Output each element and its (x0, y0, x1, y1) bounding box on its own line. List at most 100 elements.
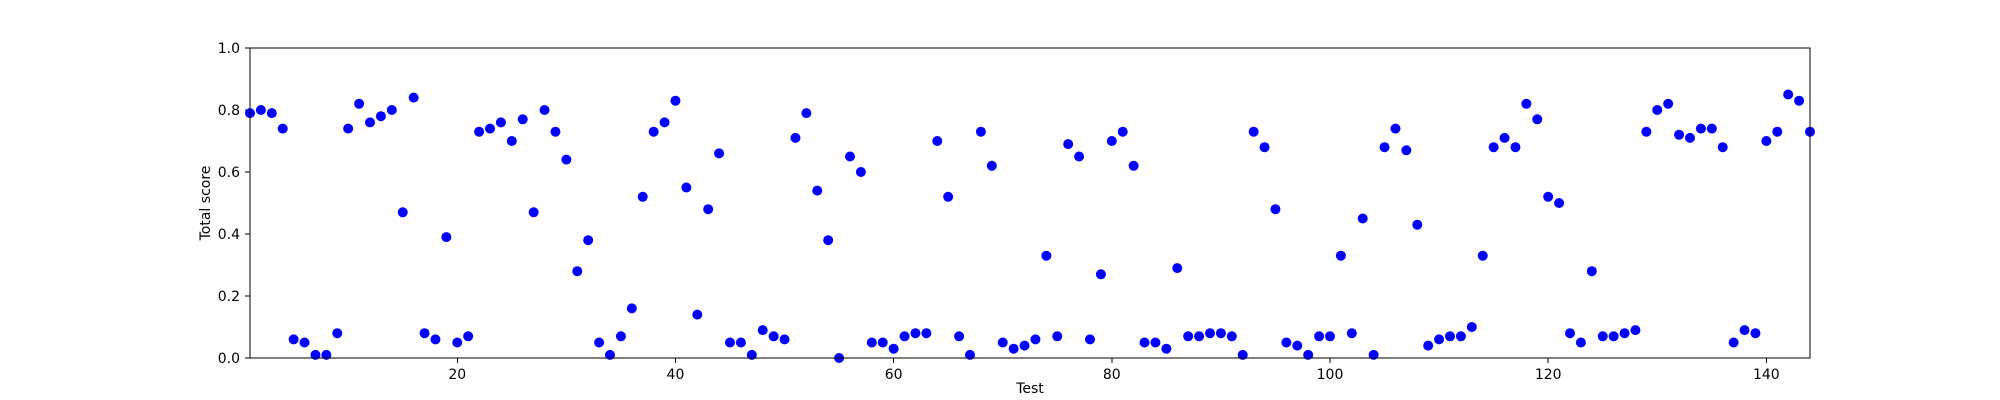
data-point (1510, 142, 1521, 153)
x-tick-label: 60 (885, 367, 903, 383)
y-axis-label: Total score (198, 166, 214, 242)
data-point (528, 207, 539, 218)
data-point (790, 132, 801, 143)
data-point (932, 136, 943, 146)
data-point (1226, 331, 1237, 342)
data-point (1139, 337, 1150, 348)
plot-frame (249, 47, 1811, 359)
x-tick-label: 40 (667, 367, 685, 383)
data-point (1030, 334, 1041, 345)
data-point (1292, 340, 1303, 351)
data-point (1215, 328, 1226, 339)
data-point (1161, 343, 1172, 354)
data-point (1663, 98, 1674, 109)
x-tick-label: 120 (1535, 367, 1562, 383)
data-point (692, 309, 703, 320)
data-point (288, 334, 299, 345)
data-point (255, 105, 266, 115)
data-point (801, 108, 812, 119)
data-point (637, 191, 648, 202)
data-point (1565, 328, 1575, 339)
y-tick-label: 0.0 (218, 351, 240, 367)
data-point (1237, 349, 1248, 360)
data-point (866, 337, 877, 348)
data-point (517, 114, 528, 125)
data-point (321, 349, 332, 360)
data-point (1499, 132, 1510, 143)
data-point (1183, 331, 1194, 342)
data-point (1641, 126, 1652, 137)
data-point (1521, 98, 1532, 109)
data-point (430, 334, 441, 345)
data-point (354, 98, 365, 109)
data-point (1608, 331, 1619, 342)
data-point (1750, 328, 1761, 339)
data-point (277, 123, 288, 134)
data-points (245, 89, 1815, 363)
data-point (1074, 151, 1085, 162)
data-point (1423, 340, 1434, 351)
data-point (539, 105, 550, 115)
data-point (1652, 105, 1663, 115)
data-point (1695, 123, 1706, 134)
data-point (1434, 334, 1445, 345)
data-point (1783, 89, 1794, 100)
data-point (1728, 337, 1739, 348)
data-point (572, 266, 583, 277)
data-point (594, 337, 605, 348)
data-point (1117, 126, 1128, 137)
data-point (1674, 129, 1685, 140)
data-point (495, 117, 506, 128)
data-point (648, 126, 659, 137)
data-point (757, 325, 768, 336)
data-point (703, 204, 714, 215)
data-point (1706, 123, 1717, 134)
y-tick-label: 0.4 (218, 227, 240, 243)
x-tick-label: 100 (1317, 367, 1344, 383)
data-point (954, 331, 965, 342)
x-axis-label: Test (1015, 381, 1044, 397)
data-point (1685, 132, 1695, 143)
data-point (746, 349, 757, 360)
data-point (441, 232, 452, 243)
data-point (725, 337, 735, 348)
x-tick-label: 140 (1753, 367, 1780, 383)
data-point (1194, 331, 1205, 342)
data-point (1085, 334, 1095, 345)
data-point (659, 117, 670, 128)
y-tick-label: 0.8 (218, 103, 240, 119)
y-tick-label: 0.2 (218, 289, 240, 305)
data-point (375, 111, 386, 122)
data-point (1739, 325, 1750, 336)
y-tick-label: 1.0 (218, 41, 240, 57)
data-point (583, 235, 594, 246)
data-point (332, 328, 343, 339)
data-point (550, 126, 561, 137)
data-point (1554, 198, 1565, 208)
data-point (1205, 328, 1215, 339)
data-point (975, 126, 986, 137)
data-point (1455, 331, 1466, 342)
data-point (452, 337, 463, 348)
data-point (266, 108, 277, 119)
data-point (1488, 142, 1499, 153)
data-point (1761, 136, 1772, 146)
data-point (1270, 204, 1281, 215)
data-point (626, 303, 637, 314)
data-point (1586, 266, 1597, 277)
data-point (1597, 331, 1608, 342)
data-point (463, 331, 474, 342)
data-point (419, 328, 430, 339)
x-tick-label: 80 (1103, 367, 1121, 383)
data-point (1772, 126, 1783, 137)
data-point (561, 154, 572, 165)
x-axis-ticks: 20 40 60 80 100 120 140 (448, 358, 1780, 383)
data-point (1303, 349, 1314, 360)
data-point (343, 123, 354, 134)
y-axis-ticks: 0.0 0.2 0.4 0.6 0.8 1.0 (218, 41, 250, 367)
y-tick-label: 0.6 (218, 165, 240, 181)
data-point (1314, 331, 1325, 342)
data-point (1390, 123, 1401, 134)
data-point (299, 337, 310, 348)
